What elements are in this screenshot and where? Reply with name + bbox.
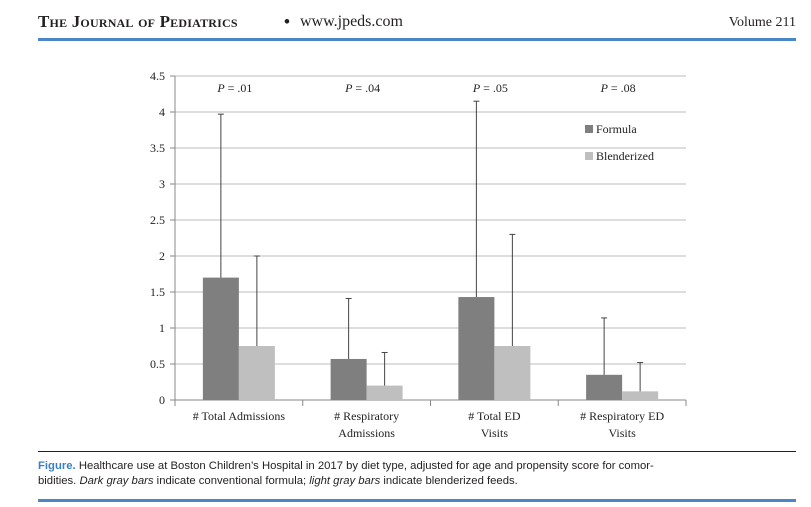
y-tick-label: 1 [159, 321, 165, 335]
legend-swatch-formula [585, 125, 593, 133]
journal-title: The Journal of Pediatrics [38, 12, 238, 31]
legend-label: Blenderized [596, 149, 654, 163]
blenderized-bar [622, 391, 659, 400]
y-tick-label: 0 [159, 393, 165, 407]
y-tick-label: 4 [159, 105, 165, 119]
y-tick-label: 3.5 [150, 141, 165, 155]
formula-bar [330, 358, 367, 400]
blenderized-bar [366, 385, 403, 400]
formula-bar [586, 374, 623, 400]
caption-label: Figure. [38, 460, 76, 472]
p-value-annotation: P = .08 [600, 81, 636, 95]
caption-top-rule [38, 451, 796, 452]
x-category-label: # Respiratory [334, 409, 399, 423]
caption-light-bars-term: light gray bars [309, 474, 381, 487]
legend-label: Formula [596, 122, 637, 136]
volume-label: Volume 211 [728, 15, 796, 30]
caption-line1: Healthcare use at Boston Children’s Hosp… [78, 460, 654, 472]
journal-url[interactable]: www.jpeds.com [300, 13, 403, 30]
formula-bar [202, 277, 239, 400]
y-tick-label: 2.5 [150, 213, 165, 227]
y-tick-label: 3 [159, 177, 165, 191]
caption-line2-start: bidities. [38, 474, 80, 487]
p-value-annotation: P = .04 [344, 81, 380, 95]
x-category-label: Visits [481, 426, 509, 440]
header-rule [38, 38, 796, 41]
p-value-annotation: P = .01 [216, 81, 252, 95]
caption-line2-end: indicate blenderized feeds. [380, 474, 518, 487]
blenderized-bar [494, 346, 531, 400]
y-tick-label: 4.5 [150, 69, 165, 83]
caption-bottom-rule [38, 499, 796, 502]
x-category-label: # Respiratory ED [580, 409, 664, 423]
y-tick-label: 2 [159, 249, 165, 263]
y-tick-label: 0.5 [150, 357, 165, 371]
formula-bar [458, 297, 495, 400]
y-tick-label: 1.5 [150, 285, 165, 299]
bar-chart: 0 0.5 1 1.5 2 2.5 3 3.5 4 4.5 # Total Admissions P … [150, 69, 687, 440]
legend-swatch-blenderized [585, 152, 593, 160]
caption-dark-bars-term: Dark gray bars [79, 474, 154, 487]
x-category-label: Visits [608, 426, 636, 440]
x-category-label: # Total ED [468, 409, 521, 423]
figure-caption: Figure. Healthcare use at Boston Childre… [38, 459, 796, 488]
caption-line2-mid: indicate conventional formula; [153, 474, 310, 487]
x-category-label: # Total Admissions [193, 409, 286, 423]
header-separator: • [284, 12, 290, 31]
page-header: The Journal of Pediatrics • www.jpeds.co… [38, 12, 796, 40]
blenderized-bar [238, 346, 275, 400]
p-value-annotation: P = .05 [472, 81, 508, 95]
x-category-label: Admissions [338, 426, 395, 440]
